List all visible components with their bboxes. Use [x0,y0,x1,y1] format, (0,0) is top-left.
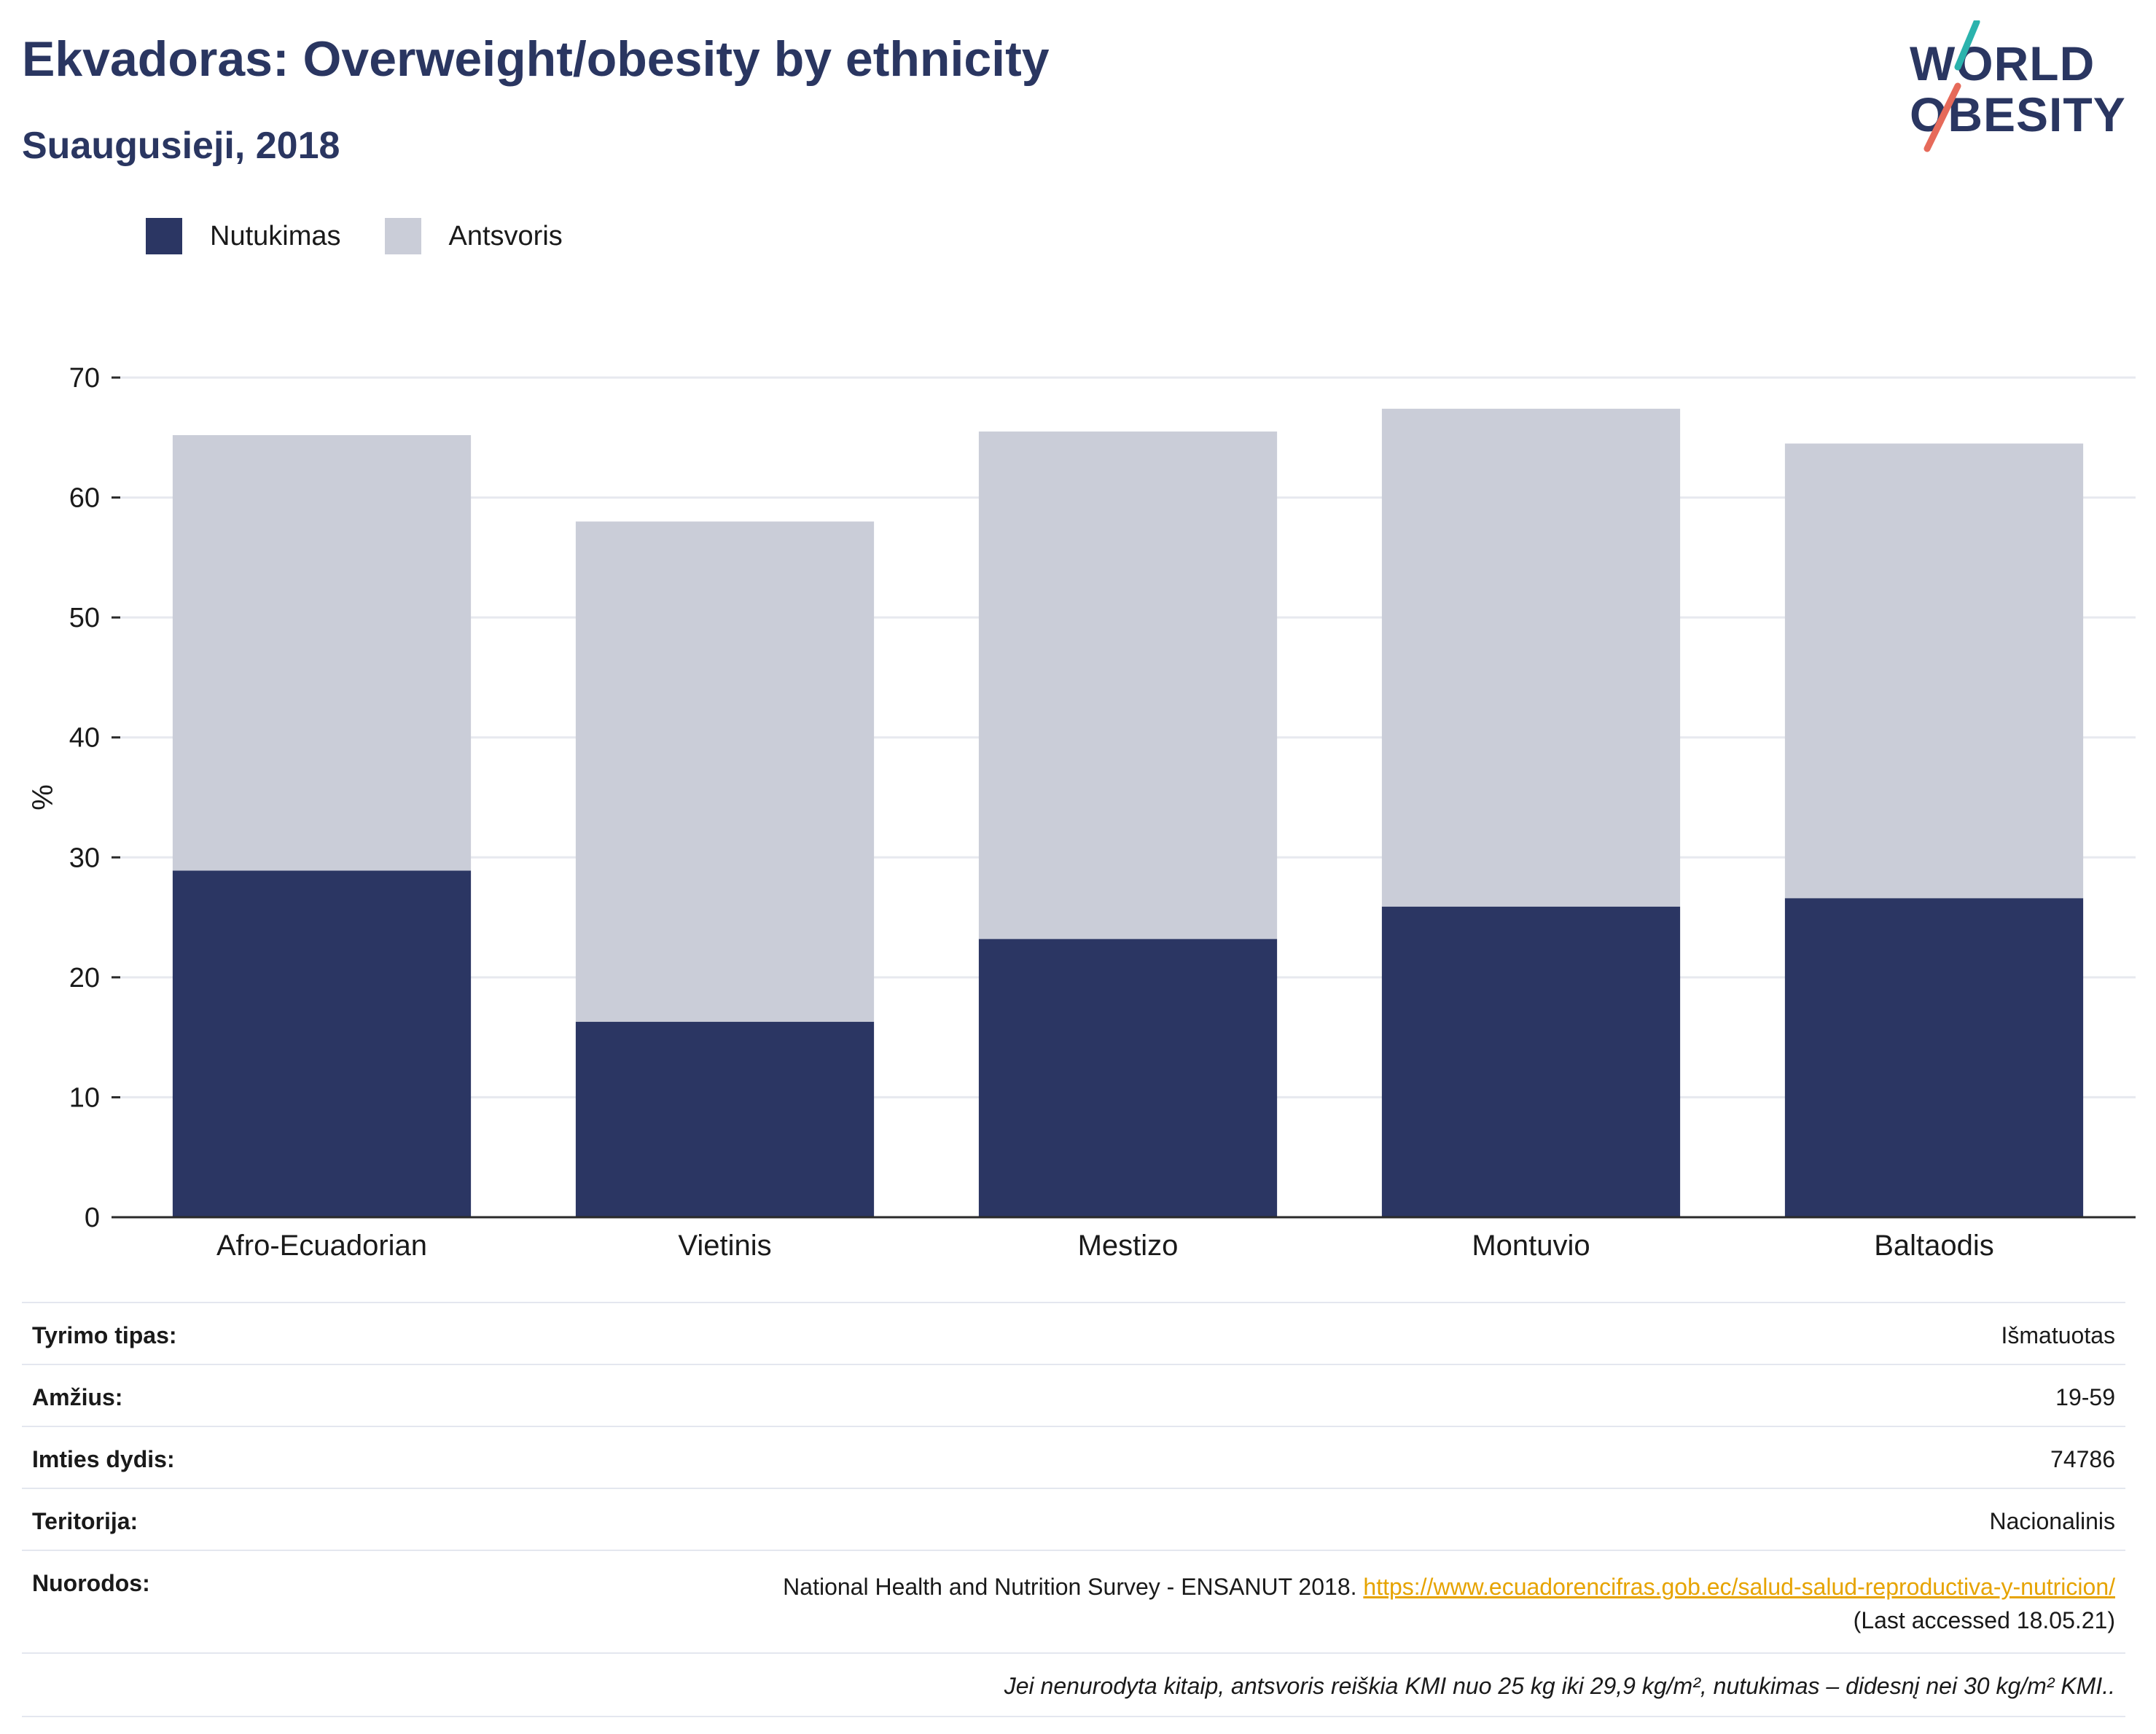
info-row-area: Teritorija: Nacionalinis [22,1488,2125,1550]
svg-text:WORLD: WORLD [1910,36,2095,90]
bar-overweight[interactable] [575,521,875,1022]
info-value-references: National Health and Nutrition Survey - E… [783,1570,2115,1638]
y-tick-label: 60 [69,483,100,514]
bars [172,408,2084,1217]
info-label: Nuorodos: [32,1570,150,1596]
y-tick-label: 40 [69,723,100,754]
x-tick-labels: Afro-Ecuadorian Vietinis Mestizo Montuvio Ba… [216,1230,1994,1261]
y-axis-label: % [27,784,59,811]
reference-link[interactable]: https://www.ecuadorencifras.gob.ec/salud… [1363,1574,2115,1600]
legend-label-overweight: Antsvoris [448,220,563,251]
info-row-references: Nuorodos: National Health and Nutrition … [22,1550,2125,1652]
y-tick-labels: 0 10 20 30 40 50 60 70 [69,363,120,1233]
info-value: 19-59 [2055,1384,2115,1410]
bar-overweight[interactable] [1784,443,2084,899]
y-tick-label: 10 [69,1082,100,1113]
info-row-sample-size: Imties dydis: 74786 [22,1426,2125,1488]
bar-overweight[interactable] [172,434,472,871]
y-tick-label: 0 [85,1203,100,1233]
legend-item-overweight[interactable]: Antsvoris [384,218,563,254]
info-label: Amžius: [32,1384,123,1410]
legend-item-obesity[interactable]: Nutukimas [146,218,341,254]
y-tick-label: 50 [69,603,100,633]
y-tick-label: 20 [69,963,100,993]
info-label: Teritorija: [32,1508,138,1534]
bar-overweight[interactable] [978,431,1278,940]
legend-swatch-overweight [384,218,421,254]
legend-label-obesity: Nutukimas [210,220,341,251]
info-row-survey-type: Tyrimo tipas: Išmatuotas [22,1302,2125,1364]
bar-obesity[interactable] [978,939,1278,1217]
chart-title: Ekvadoras: Overweight/obesity by ethnici… [22,31,1050,87]
reference-accessed: (Last accessed 18.05.21) [1853,1607,2115,1634]
info-table: Tyrimo tipas: Išmatuotas Amžius: 19-59 I… [22,1302,2125,1717]
x-tick-label: Vietinis [678,1230,771,1261]
x-tick-label: Afro-Ecuadorian [216,1230,427,1261]
info-label: Imties dydis: [32,1446,175,1472]
world-obesity-logo: WORLD OBESITY [1910,20,2125,152]
info-value: 74786 [2050,1446,2115,1472]
bar-overweight[interactable] [1381,408,1681,907]
info-label: Tyrimo tipas: [32,1322,177,1348]
chart-legend: Nutukimas Antsvoris [146,216,606,257]
x-tick-label: Baltaodis [1874,1230,1994,1261]
y-tick-label: 30 [69,843,100,873]
bar-obesity[interactable] [172,870,472,1217]
bar-obesity[interactable] [1784,898,2084,1217]
chart-subtitle: Suaugusieji, 2018 [22,125,340,167]
x-tick-label: Mestizo [1078,1230,1179,1261]
x-tick-label: Montuvio [1472,1230,1590,1261]
stacked-bar-chart: 0 10 20 30 40 50 60 70 Afro-Ecuadorian Vietinis M… [27,363,2136,1261]
info-row-age: Amžius: 19-59 [22,1364,2125,1426]
y-tick-label: 70 [69,363,100,394]
bar-obesity[interactable] [1381,906,1681,1217]
legend-swatch-obesity [146,218,182,254]
definition-note: Jei nenurodyta kitaip, antsvoris reiškia… [22,1652,2125,1717]
info-value: Nacionalinis [1989,1508,2115,1534]
bar-obesity[interactable] [575,1021,875,1217]
info-value: Išmatuotas [2001,1322,2115,1348]
reference-text: National Health and Nutrition Survey - E… [783,1574,1357,1600]
